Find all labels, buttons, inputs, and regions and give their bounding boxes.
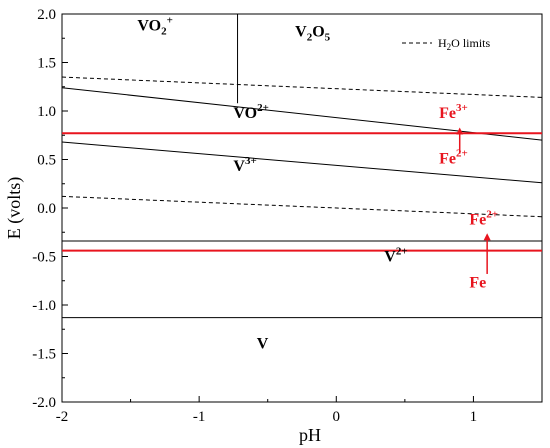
y-tick-label: 2.0	[37, 7, 56, 23]
x-tick-label: 0	[333, 409, 341, 425]
water-line-5	[61, 76, 543, 98]
y-tick-label: -2.0	[32, 395, 56, 411]
water-line-6	[61, 195, 543, 218]
region-label-4: V2+	[384, 245, 407, 265]
x-tick-label: -2	[56, 409, 69, 425]
y-tick-label: 0.0	[37, 201, 56, 217]
y-tick-label: -1.5	[32, 347, 56, 363]
y-tick-label: 1.0	[37, 104, 56, 120]
iron-arrow-head-0	[456, 127, 464, 135]
region-label-2: VO2+	[233, 102, 268, 122]
iron-label-0: Fe3+	[439, 102, 468, 122]
legend-label: H2O limits	[438, 36, 491, 52]
x-tick-label: -1	[193, 409, 206, 425]
region-label-0: VO2+	[137, 14, 172, 37]
legend: H2O limits	[402, 36, 491, 52]
y-axis-title: E (volts)	[4, 177, 25, 240]
iron-arrow-head-1	[483, 233, 491, 241]
iron-label-3: Fe	[469, 275, 486, 292]
boundary-line-0	[61, 87, 543, 141]
region-label-1: V2O5	[295, 23, 331, 43]
y-tick-label: -0.5	[32, 250, 56, 266]
plot-frame	[61, 13, 543, 403]
boundary-line-1	[61, 141, 543, 184]
y-tick-label: -1.0	[32, 298, 56, 314]
iron-label-1: Fe2+	[439, 147, 468, 167]
region-label-5: V	[257, 336, 269, 353]
x-axis-title: pH	[299, 425, 321, 445]
region-label-3: V3+	[233, 155, 256, 175]
iron-label-2: Fe2+	[469, 208, 498, 228]
x-tick-label: 1	[470, 409, 478, 425]
y-tick-label: 0.5	[37, 153, 56, 169]
y-tick-label: 1.5	[37, 56, 56, 72]
